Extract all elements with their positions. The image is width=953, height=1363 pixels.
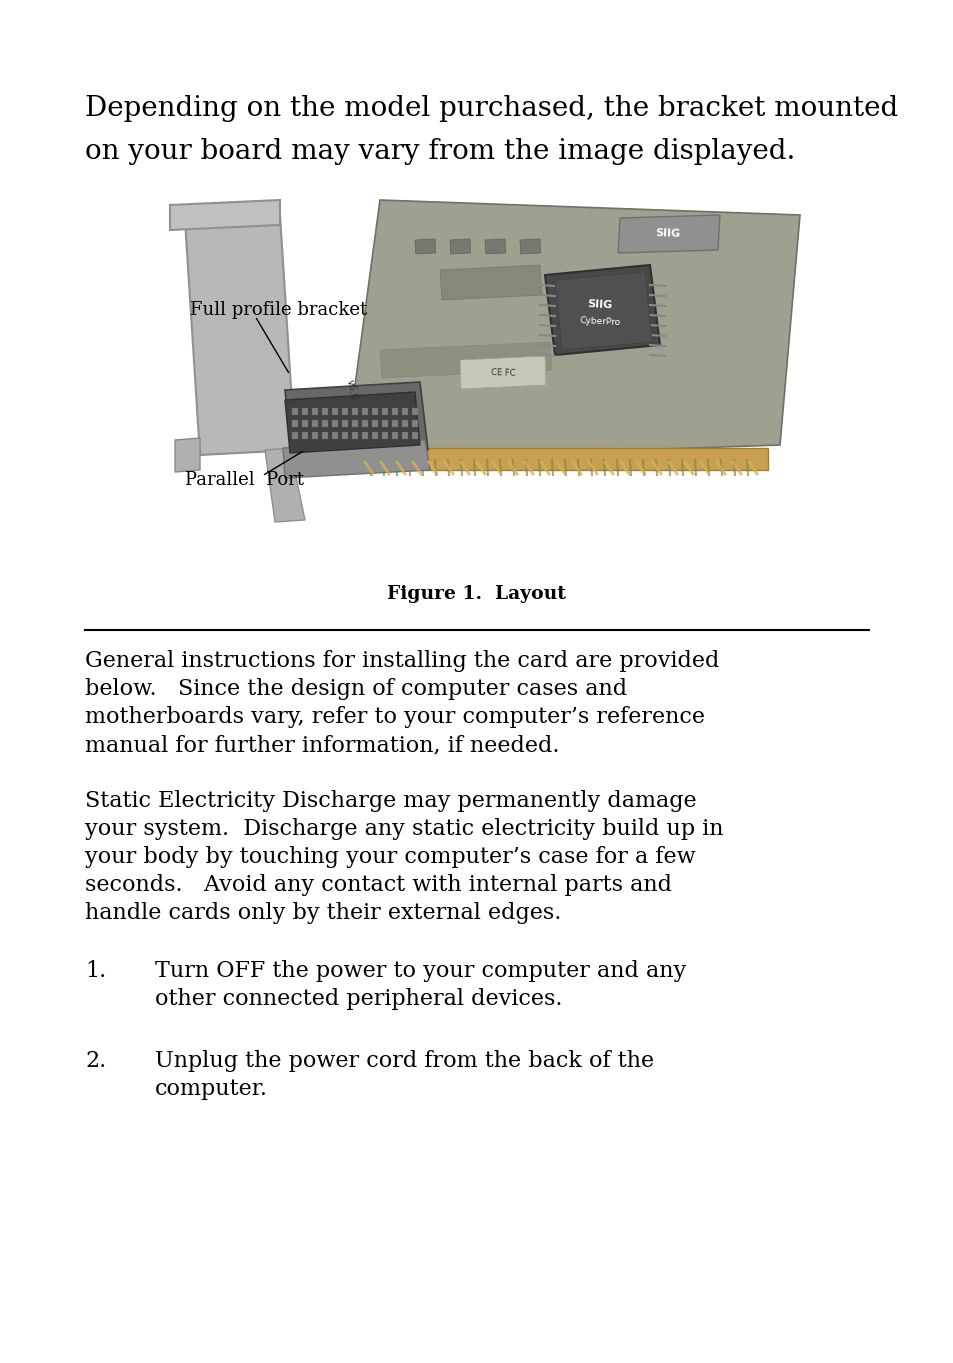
Bar [292, 432, 297, 439]
Bar [361, 432, 368, 439]
Bar [412, 420, 417, 427]
Polygon shape [555, 273, 651, 350]
Bar [302, 408, 308, 414]
Polygon shape [265, 448, 305, 522]
Bar [381, 408, 388, 414]
Text: 2.: 2. [85, 1050, 106, 1073]
Bar [292, 408, 297, 414]
Bar [341, 432, 348, 439]
Bar [341, 408, 348, 414]
Polygon shape [365, 448, 767, 470]
Text: handle cards only by their external edges.: handle cards only by their external edge… [85, 902, 560, 924]
Bar [519, 239, 540, 254]
Text: CE FC: CE FC [490, 368, 515, 378]
Text: Parallel  Port: Parallel Port [185, 472, 304, 489]
Bar [392, 420, 397, 427]
Bar [415, 239, 436, 254]
Bar [352, 408, 357, 414]
Text: Figure 1.  Layout: Figure 1. Layout [387, 585, 566, 602]
Text: manual for further information, if needed.: manual for further information, if neede… [85, 735, 558, 756]
Bar [292, 420, 297, 427]
Bar [302, 420, 308, 427]
Polygon shape [618, 215, 720, 254]
Text: seconds.   Avoid any contact with internal parts and: seconds. Avoid any contact with internal… [85, 874, 671, 895]
Text: your body by touching your computer’s case for a few: your body by touching your computer’s ca… [85, 846, 695, 868]
Bar [450, 239, 470, 254]
Text: motherboards vary, refer to your computer’s reference: motherboards vary, refer to your compute… [85, 706, 704, 728]
Bar [372, 408, 377, 414]
Text: 1.: 1. [85, 960, 106, 981]
Text: Unplug the power cord from the back of the: Unplug the power cord from the back of t… [154, 1050, 654, 1073]
Bar [381, 432, 388, 439]
Polygon shape [283, 440, 430, 478]
Polygon shape [345, 200, 800, 459]
Bar [484, 239, 505, 254]
Polygon shape [170, 200, 280, 230]
Text: SIIG: SIIG [587, 300, 612, 311]
Bar [401, 408, 408, 414]
Text: Depending on the model purchased, the bracket mounted: Depending on the model purchased, the br… [85, 95, 898, 123]
Bar [322, 408, 328, 414]
Polygon shape [174, 438, 200, 472]
Text: below.   Since the design of computer cases and: below. Since the design of computer case… [85, 677, 626, 701]
Polygon shape [544, 264, 659, 354]
Text: Static Electricity Discharge may permanently damage: Static Electricity Discharge may permane… [85, 791, 696, 812]
Bar [392, 432, 397, 439]
Text: on your board may vary from the image displayed.: on your board may vary from the image di… [85, 138, 795, 165]
Text: v6.0: v6.0 [345, 379, 358, 401]
Text: your system.  Discharge any static electricity build up in: your system. Discharge any static electr… [85, 818, 722, 840]
Bar [312, 408, 317, 414]
Bar [352, 420, 357, 427]
Bar [361, 420, 368, 427]
Bar [412, 432, 417, 439]
Polygon shape [185, 215, 294, 455]
Bar [302, 432, 308, 439]
Bar [312, 420, 317, 427]
Bar [381, 420, 388, 427]
Bar [412, 408, 417, 414]
Bar [332, 408, 337, 414]
Polygon shape [459, 356, 545, 388]
Text: General instructions for installing the card are provided: General instructions for installing the … [85, 650, 719, 672]
Polygon shape [285, 393, 419, 453]
Text: Full profile bracket: Full profile bracket [190, 301, 367, 319]
Bar [372, 432, 377, 439]
Text: computer.: computer. [154, 1078, 268, 1100]
Text: CyberPro: CyberPro [578, 316, 620, 327]
Polygon shape [285, 382, 428, 458]
Bar [312, 432, 317, 439]
Text: SIIG: SIIG [655, 228, 680, 239]
Bar [341, 420, 348, 427]
Bar [361, 408, 368, 414]
Text: other connected peripheral devices.: other connected peripheral devices. [154, 988, 562, 1010]
Bar [401, 420, 408, 427]
Bar [322, 420, 328, 427]
Bar [352, 432, 357, 439]
Bar [322, 432, 328, 439]
Polygon shape [439, 264, 541, 300]
Text: Turn OFF the power to your computer and any: Turn OFF the power to your computer and … [154, 960, 685, 981]
Polygon shape [379, 342, 552, 378]
Bar [392, 408, 397, 414]
Bar [372, 420, 377, 427]
Bar [332, 420, 337, 427]
Bar [401, 432, 408, 439]
Bar [332, 432, 337, 439]
